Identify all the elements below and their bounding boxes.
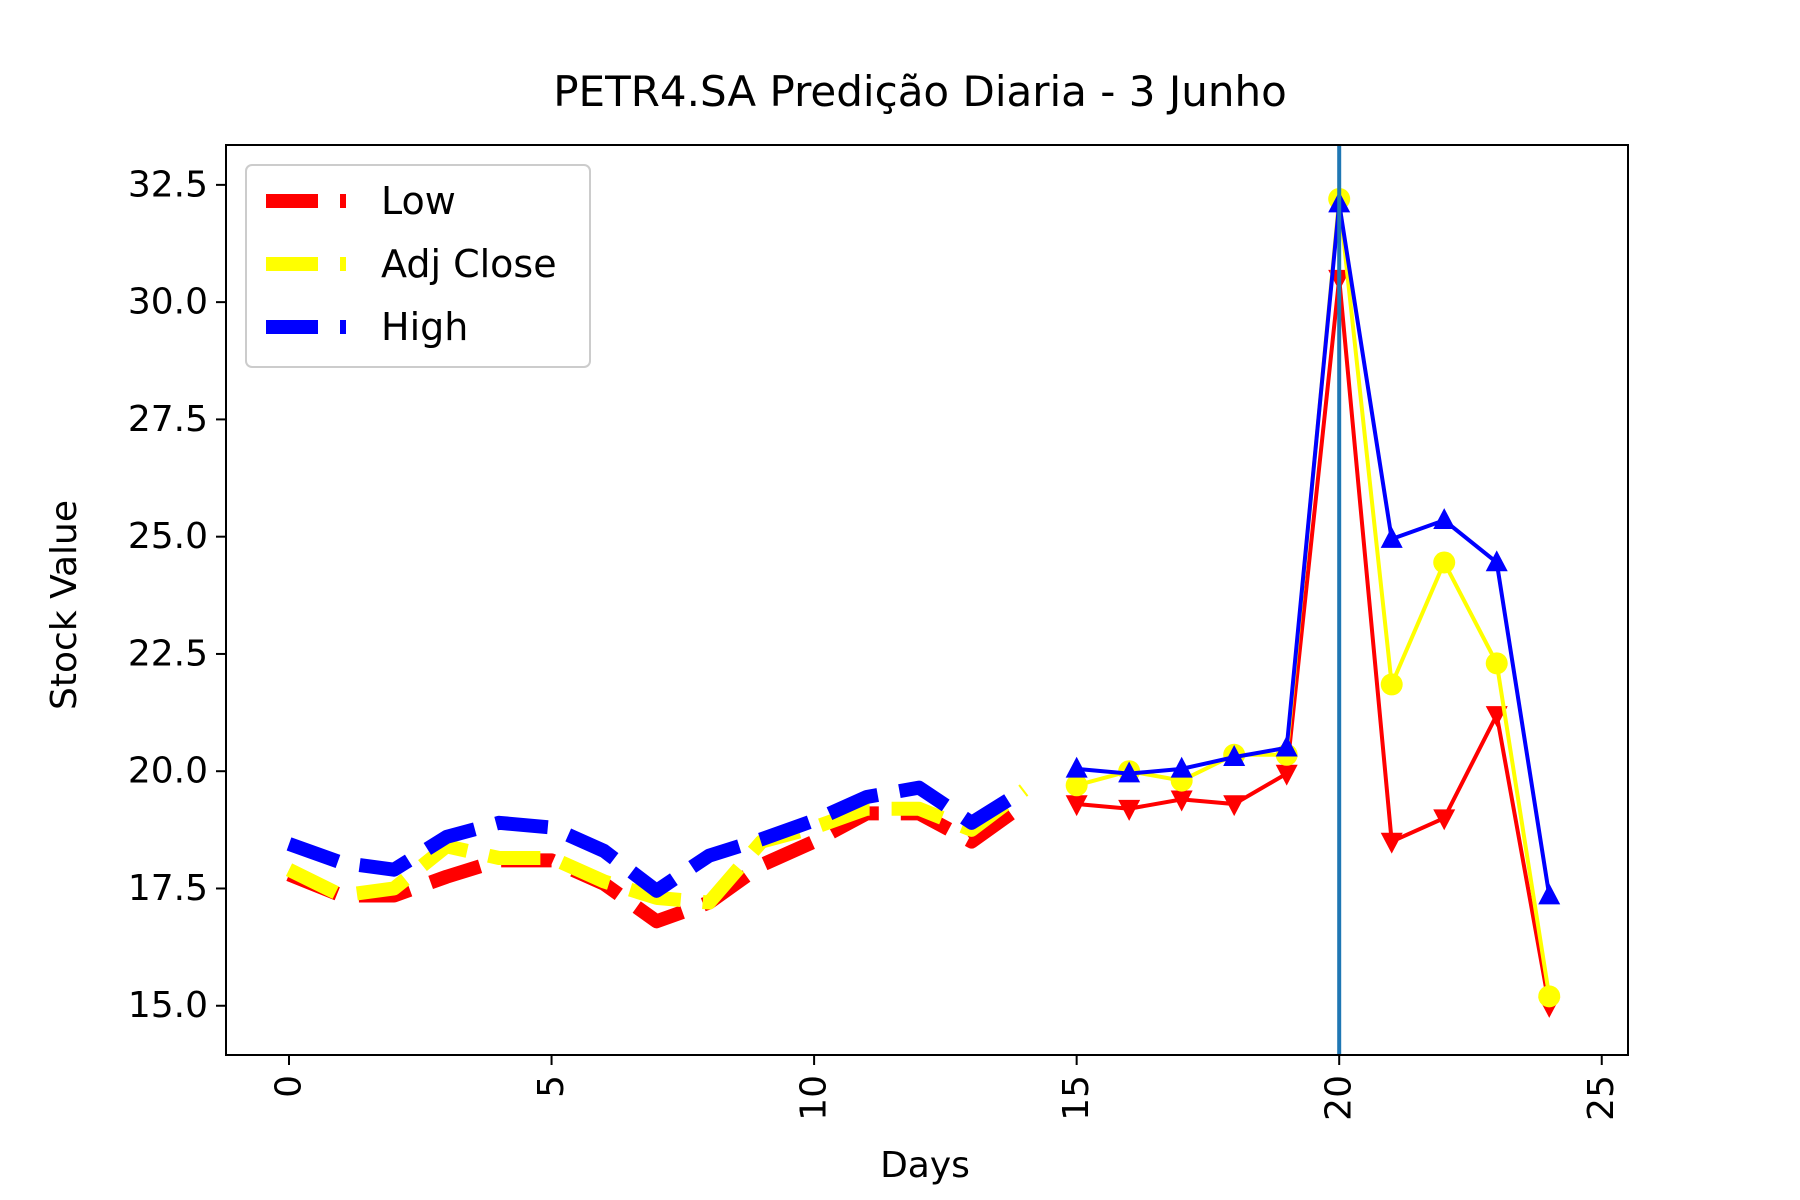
x-tick-label: 10 (794, 1075, 835, 1121)
x-axis-label: Days (880, 1145, 970, 1186)
data-point-high (1433, 508, 1456, 530)
x-tick-label: 5 (531, 1075, 572, 1098)
legend-label-low: Low (381, 179, 456, 223)
data-point-high (1118, 761, 1141, 783)
data-point-high (1538, 883, 1561, 905)
plot-series-group (285, 145, 1561, 1055)
data-point-low (1433, 809, 1456, 831)
chart-title: PETR4.SA Predição Diaria - 3 Junho (553, 67, 1287, 116)
series-historical-line-high (286, 780, 1028, 898)
data-point-adj_close (1380, 673, 1403, 696)
data-point-low (1065, 795, 1088, 817)
x-tick-label: 20 (1319, 1075, 1360, 1121)
data-point-low (1223, 795, 1246, 817)
y-tick-label: 22.5 (128, 633, 208, 674)
y-tick-label: 32.5 (128, 164, 208, 205)
x-tick-label: 0 (269, 1075, 310, 1098)
x-tick-label: 15 (1056, 1075, 1097, 1121)
legend: Low Adj Close High (245, 164, 591, 368)
series-historical-line-adj_close (285, 784, 1029, 910)
data-point-high (1065, 756, 1088, 778)
data-point-low (1380, 832, 1403, 854)
data-point-high (1485, 550, 1508, 572)
data-point-adj_close (1433, 551, 1456, 574)
y-tick-label: 17.5 (128, 868, 208, 909)
legend-label-high: High (381, 305, 468, 349)
legend-box (245, 164, 591, 368)
data-point-low (1275, 764, 1298, 786)
y-tick-label: 27.5 (128, 399, 208, 440)
x-tick-label: 25 (1581, 1075, 1622, 1121)
y-tick-label: 30.0 (128, 282, 208, 323)
data-point-low (1170, 790, 1193, 812)
data-point-high (1170, 756, 1193, 778)
data-point-high (1223, 745, 1246, 766)
legend-label-adj_close: Adj Close (381, 242, 557, 286)
plot-area (285, 145, 1561, 1055)
data-point-adj_close (1065, 774, 1088, 797)
data-point-low (1118, 799, 1141, 821)
y-tick-label: 15.0 (128, 985, 208, 1026)
series-predicted-line-low (1076, 278, 1552, 1007)
y-tick-label: 25.0 (128, 516, 208, 557)
y-axis-label: Stock Value (44, 500, 85, 710)
axes: 0 5 10 15 20 25 15.0 17.5 20.0 22.5 25.0 27.5 30.0 32… (128, 144, 1629, 1121)
data-point-adj_close (1538, 985, 1561, 1008)
y-tick-label: 20.0 (128, 751, 208, 792)
series-predicted-line-high (1076, 203, 1552, 896)
plot-frame (225, 144, 1629, 1056)
data-point-high (1380, 526, 1403, 548)
data-point-low (1485, 706, 1508, 728)
data-point-high (1275, 735, 1298, 757)
data-point-adj_close (1485, 652, 1508, 675)
